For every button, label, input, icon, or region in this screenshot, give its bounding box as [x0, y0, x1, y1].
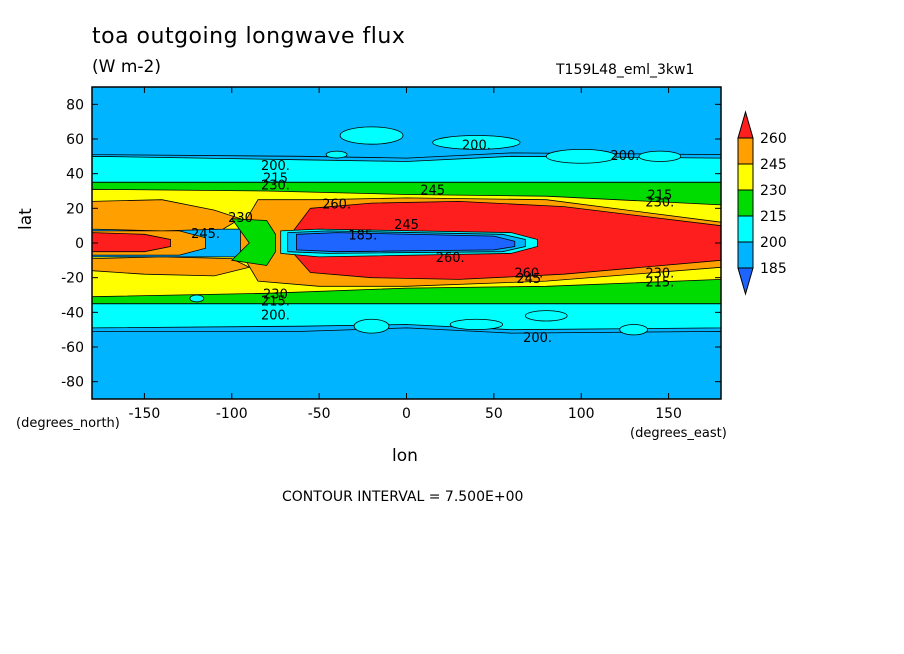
x-tick-label: -150	[129, 406, 161, 422]
y-tick-label: -40	[61, 305, 84, 321]
colorbar-segment	[737, 137, 754, 165]
contour-label: 215.	[261, 294, 290, 309]
contour-label: 200.	[462, 138, 491, 153]
orange-west-south	[92, 256, 251, 277]
colorbar-label: 200	[760, 235, 787, 251]
x-units-right: (degrees_east)	[630, 426, 727, 441]
y-axis: -80 -60 -40 -20 0 20 40 60 80	[61, 97, 721, 391]
contour-label: 215.	[645, 275, 674, 290]
contour-label: 230	[263, 287, 288, 302]
x-axis-label: lon	[392, 446, 418, 466]
green-eq-west	[230, 218, 276, 266]
colorbar-bottom-arrow	[737, 267, 754, 296]
colorbar-top-arrow	[737, 110, 754, 139]
x-tick-label: 0	[402, 406, 411, 422]
x-tick-label: 150	[655, 406, 682, 422]
cloud-patch	[353, 318, 390, 334]
y-tick-label: -60	[61, 340, 84, 356]
contour-label: 200.	[523, 331, 552, 346]
colorbar-segment	[737, 241, 754, 269]
x-axis: -150 -100 -50 0 50 100 150	[129, 87, 682, 422]
cloud-patch	[325, 150, 348, 159]
y-tick-label: 0	[75, 236, 84, 252]
band-polar-north	[92, 87, 721, 159]
contour-label: 200.	[261, 159, 290, 174]
chart-units: (W m-2)	[92, 57, 161, 77]
y-tick-label: 40	[66, 167, 84, 183]
cloud-patch	[339, 126, 404, 145]
x-tick-label: 50	[485, 406, 503, 422]
red-west-eq	[92, 232, 172, 253]
cloud-patch	[432, 135, 521, 150]
colorbar-label: 230	[760, 183, 787, 199]
contour-label: 230.	[645, 196, 674, 211]
x-units-left: (degrees_north)	[16, 416, 120, 431]
contour-label: 200.	[610, 149, 639, 164]
contour-label: 260.	[436, 251, 465, 266]
contour-label: 215	[647, 189, 672, 204]
y-tick-label: -20	[61, 271, 84, 287]
contour-label: 230	[228, 211, 253, 226]
contour-label: 200.	[261, 308, 290, 323]
contour-label: 230.	[261, 178, 290, 193]
contour-label: 185.	[348, 229, 377, 244]
colorbar: 260 245 230 215 200 185	[737, 110, 787, 296]
colorbar-label: 185	[760, 261, 787, 277]
cloud-patch	[524, 310, 568, 322]
colorbar-label: 245	[760, 157, 787, 173]
cloud-patch	[619, 324, 649, 336]
y-tick-label: 60	[66, 132, 84, 148]
cloud-patch	[189, 294, 205, 303]
contour-label: 260.	[514, 267, 543, 282]
run-id: T159L48_eml_3kw1	[556, 62, 695, 78]
contour-label: 245.	[191, 227, 220, 242]
x-tick-label: -50	[308, 406, 331, 422]
cloud-patch	[449, 318, 503, 331]
contour-fields	[92, 87, 721, 399]
cloud-patch	[545, 148, 617, 164]
orange-west-north	[92, 199, 242, 232]
colorbar-segment	[737, 163, 754, 191]
x-tick-label: 100	[568, 406, 595, 422]
colorbar-segment	[737, 189, 754, 217]
colorbar-segment	[737, 215, 754, 243]
blue-eq-core	[295, 232, 516, 253]
colorbar-label: 260	[760, 131, 787, 147]
y-tick-label: 20	[66, 201, 84, 217]
contour-label: 230.	[645, 267, 674, 282]
contour-label: 215	[263, 171, 288, 186]
x-tick-label: -100	[216, 406, 248, 422]
contour-label-layer: 200.200.200.215230.215230.245260.230245.…	[191, 138, 674, 345]
contour-label: 245	[420, 183, 445, 198]
y-tick-label: 80	[66, 97, 84, 113]
cloud-patch	[638, 150, 682, 162]
contour-interval: CONTOUR INTERVAL = 7.500E+00	[282, 489, 524, 505]
band-polar-south	[92, 327, 721, 399]
contour-label: 260.	[322, 197, 351, 212]
chart-title: toa outgoing longwave flux	[92, 24, 406, 49]
colorbar-label: 215	[760, 209, 787, 225]
y-tick-label: -80	[61, 375, 84, 391]
contour-label: 245	[394, 218, 419, 233]
contour-label: 245	[516, 272, 541, 287]
